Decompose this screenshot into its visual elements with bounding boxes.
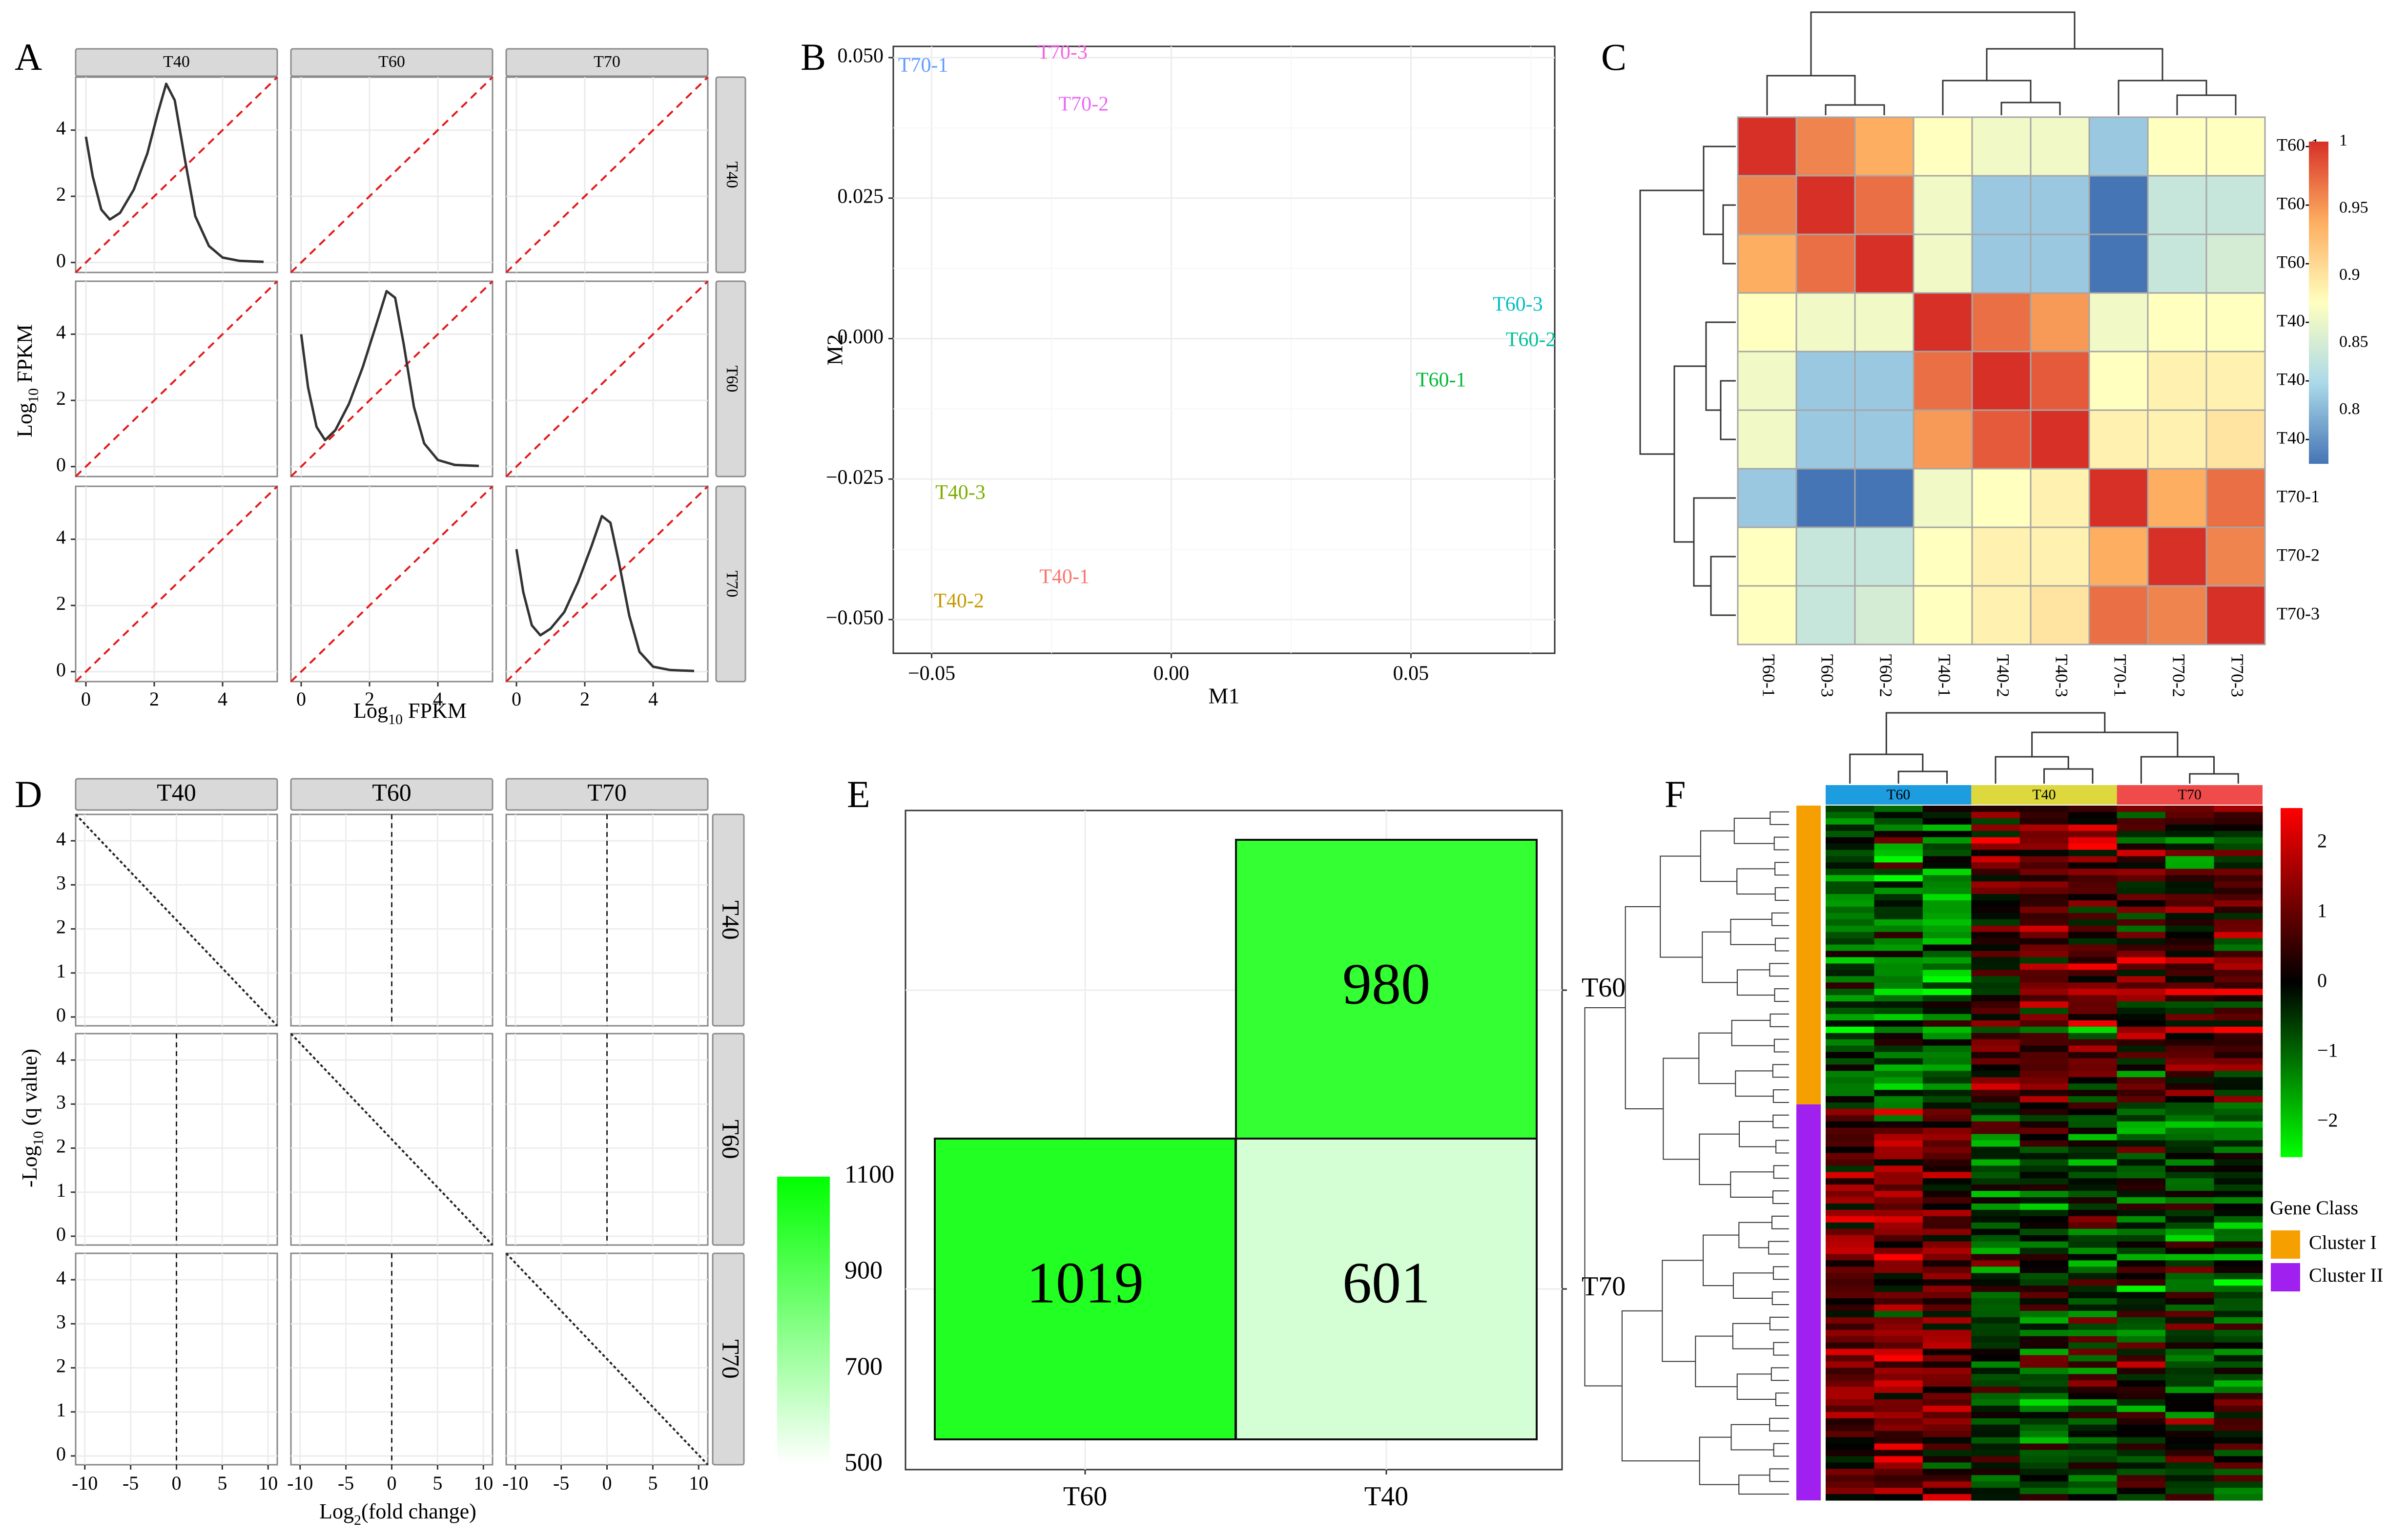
figure: A T40 T60 T70T40T60T700240240240 2 4 0 2 4 0 2 4Log… (13, 11, 2383, 1528)
